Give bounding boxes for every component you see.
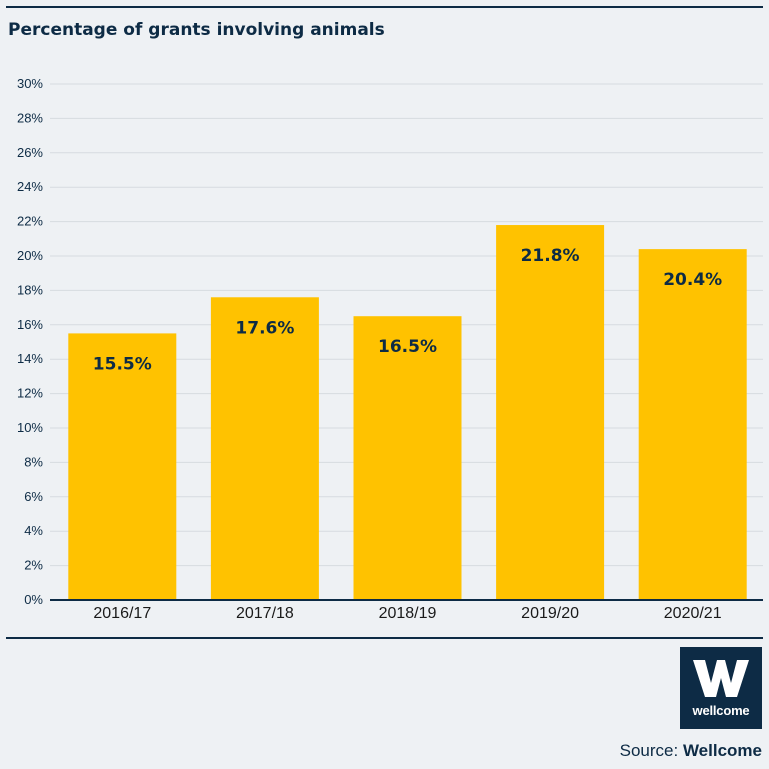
x-tick-label: 2019/20: [521, 605, 579, 622]
top-rule: [6, 6, 763, 8]
wellcome-logo: wellcome: [680, 647, 762, 729]
y-tick-label: 10%: [17, 420, 43, 435]
x-tick-label: 2016/17: [93, 605, 151, 622]
bar: [496, 225, 605, 601]
y-tick-label: 30%: [17, 76, 43, 91]
y-tick-label: 16%: [17, 317, 43, 332]
source-note: Source: Wellcome: [620, 741, 762, 761]
data-label: 17.6%: [235, 318, 294, 338]
y-tick-label: 6%: [24, 489, 43, 504]
bar: [68, 333, 177, 600]
y-tick-label: 24%: [17, 179, 43, 194]
logo-wordmark: wellcome: [692, 703, 750, 718]
y-tick-label: 8%: [24, 454, 43, 469]
source-name: Wellcome: [682, 741, 762, 760]
bar: [638, 249, 747, 600]
y-tick-label: 28%: [17, 110, 43, 125]
data-label: 16.5%: [378, 337, 437, 357]
x-tick-label: 2020/21: [664, 605, 722, 622]
bar: [353, 316, 462, 600]
y-tick-label: 12%: [17, 386, 43, 401]
data-label: 20.4%: [663, 270, 722, 290]
x-tick-label: 2017/18: [236, 605, 294, 622]
source-prefix: Source:: [619, 741, 683, 760]
y-tick-label: 20%: [17, 248, 43, 263]
bar-chart: 0% 2% 4% 6% 8% 10% 12% 14% 16% 18% 20% 22% 24% 26% 28%…: [17, 76, 763, 622]
y-tick-label: 4%: [24, 523, 43, 538]
bar: [210, 297, 319, 600]
chart-title: Percentage of grants involving animals: [8, 20, 385, 40]
y-tick-label: 22%: [17, 214, 43, 229]
x-tick-label: 2018/19: [379, 605, 437, 622]
y-tick-label: 0%: [24, 592, 43, 607]
data-label: 15.5%: [93, 354, 152, 374]
y-tick-label: 14%: [17, 351, 43, 366]
w-logo-icon: [693, 660, 749, 697]
y-tick-label: 26%: [17, 145, 43, 160]
y-tick-label: 2%: [24, 558, 43, 573]
bottom-rule: [6, 637, 763, 639]
y-tick-label: 18%: [17, 282, 43, 297]
data-label: 21.8%: [521, 246, 580, 266]
